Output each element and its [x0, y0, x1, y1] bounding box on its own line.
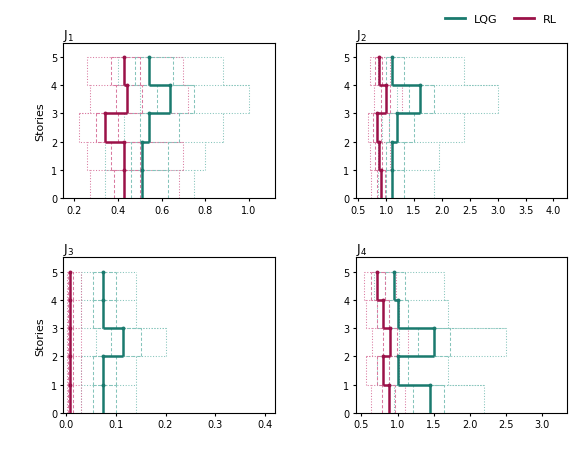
Text: J$_1$: J$_1$: [63, 28, 74, 44]
Text: J$_4$: J$_4$: [355, 242, 367, 258]
Legend: LQG, RL: LQG, RL: [441, 10, 562, 29]
Text: J$_3$: J$_3$: [63, 242, 75, 258]
Text: J$_2$: J$_2$: [355, 28, 367, 44]
Y-axis label: Stories: Stories: [35, 316, 46, 355]
Y-axis label: Stories: Stories: [35, 102, 46, 140]
